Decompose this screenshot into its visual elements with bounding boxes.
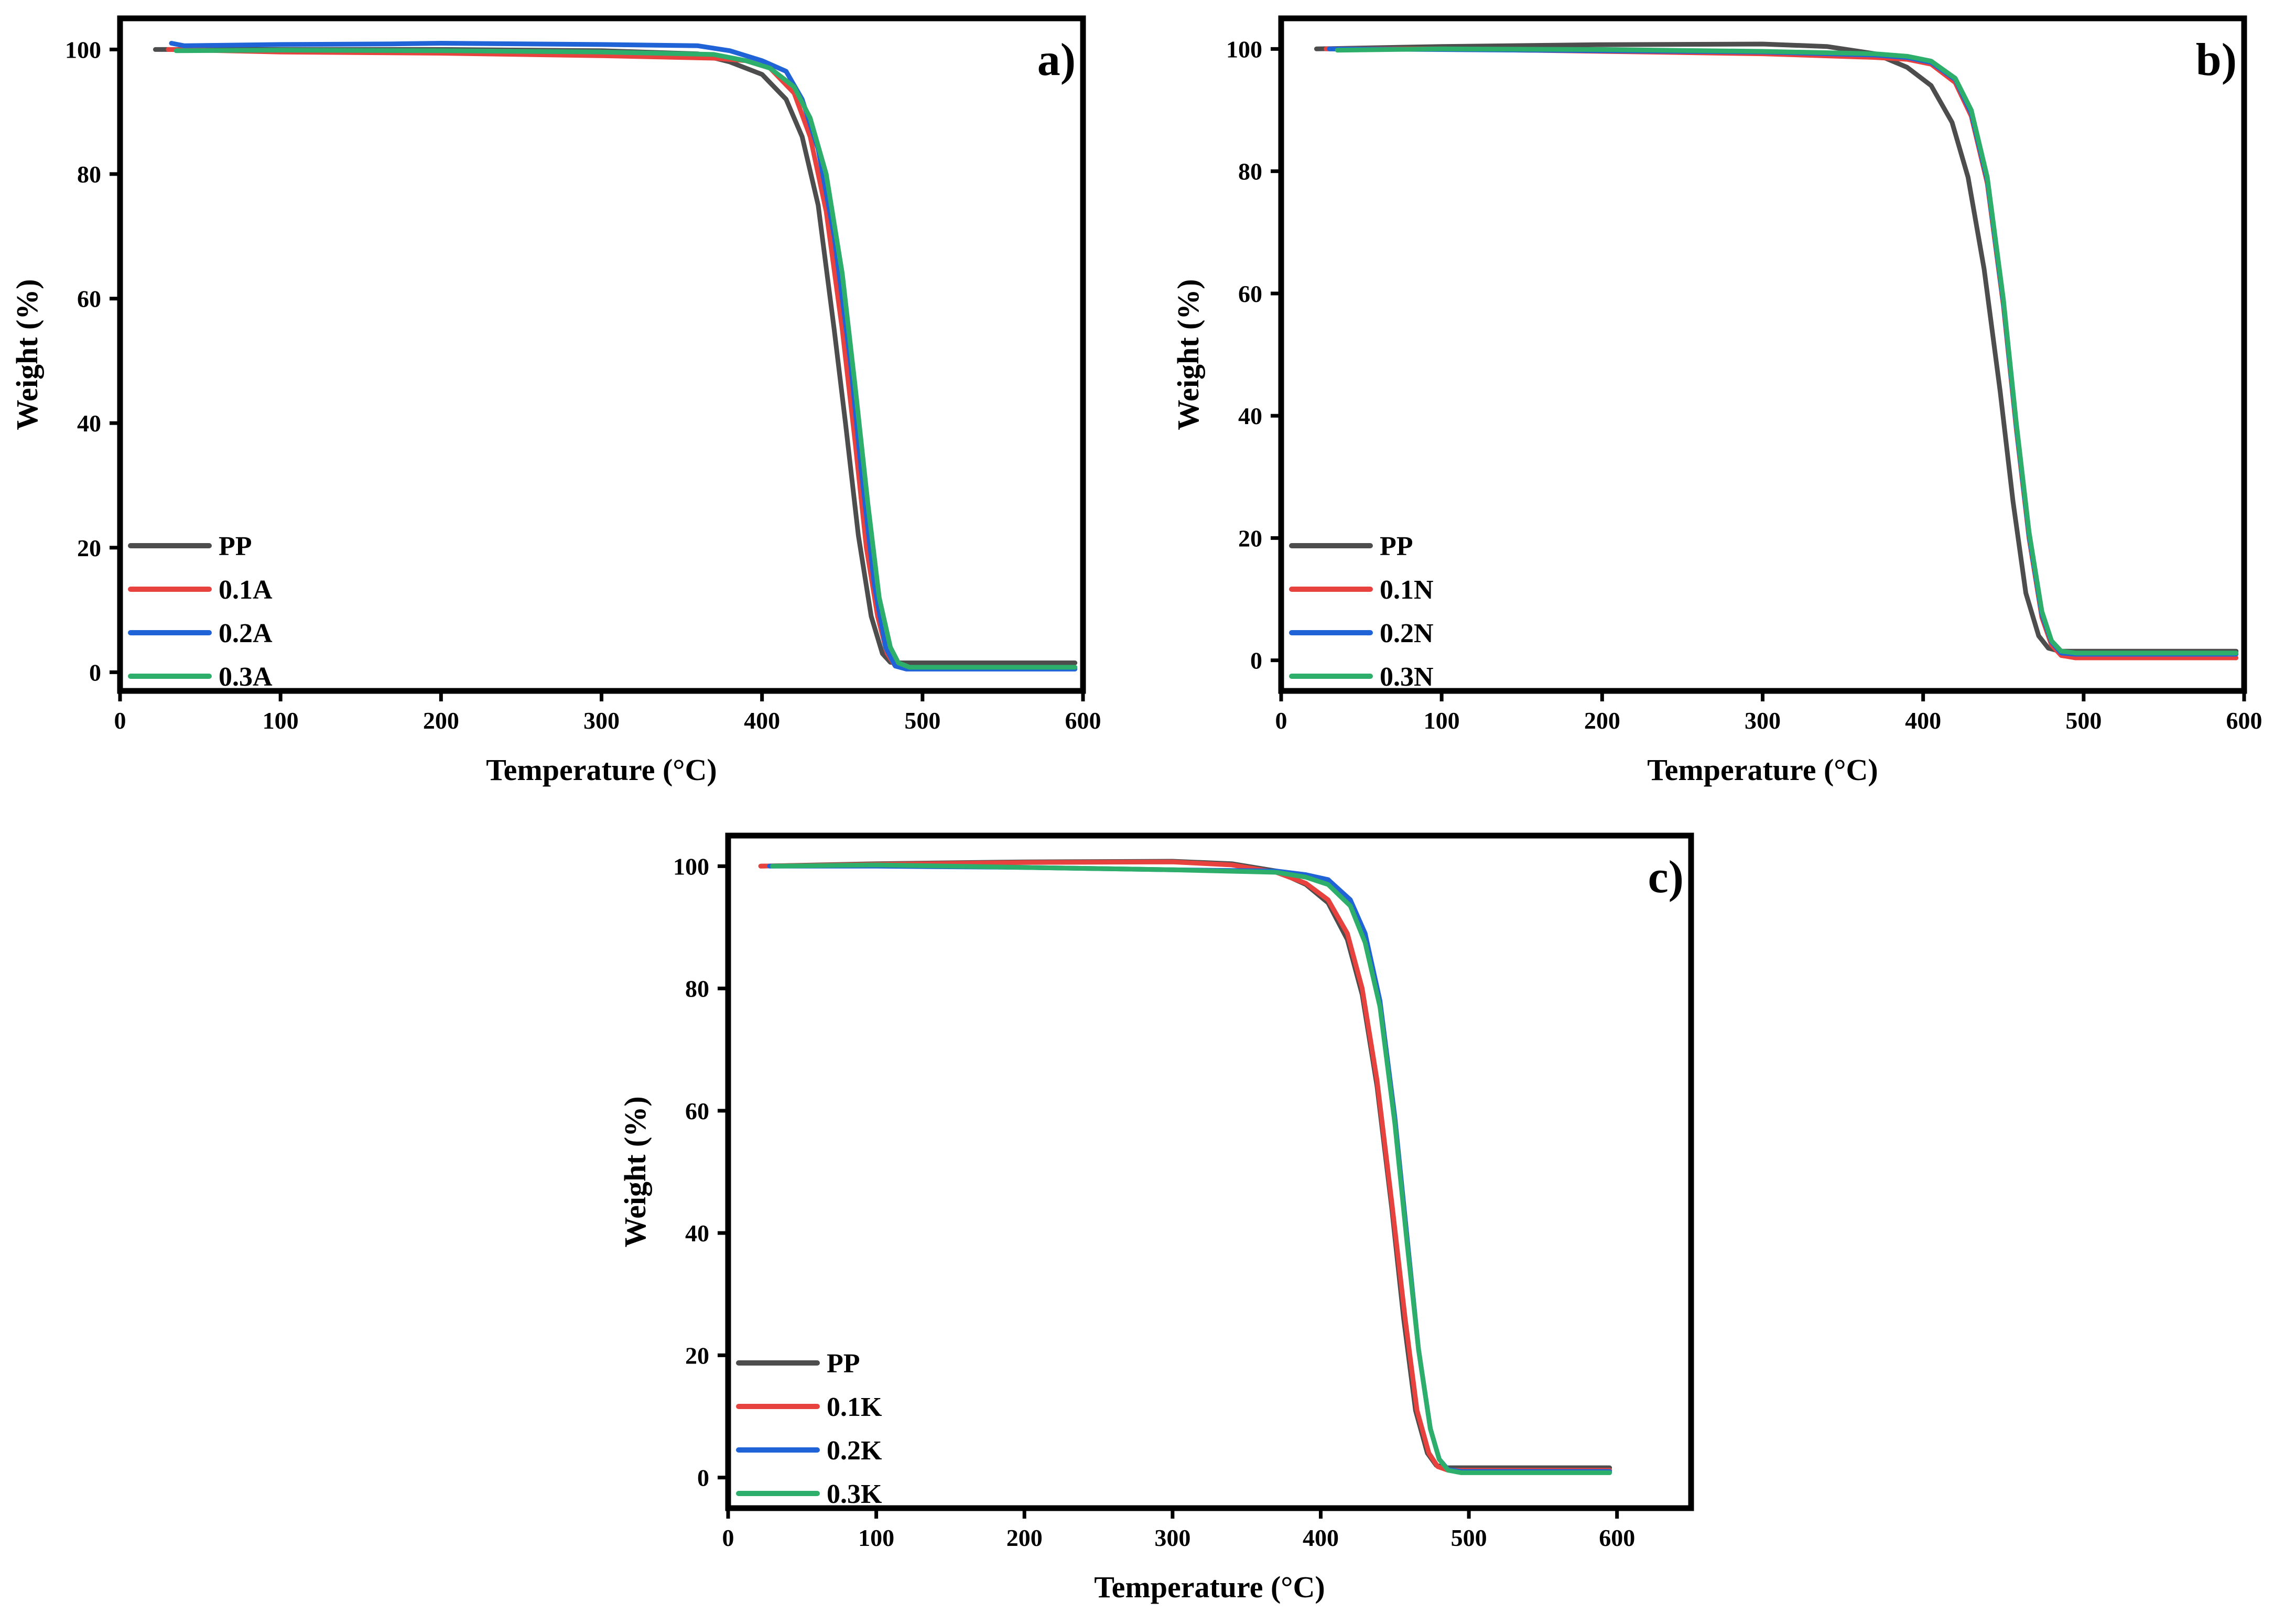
x-tick-label-600-c: 600 <box>1599 1524 1635 1551</box>
legend-label-pp-b: PP <box>1380 532 1413 561</box>
y-tick-label-100-b: 100 <box>1226 36 1262 62</box>
series-line-pp-b <box>1314 41 2239 654</box>
y-tick-label-40-b: 40 <box>1238 403 1262 429</box>
x-tick-label-100-a: 100 <box>263 707 299 734</box>
series-line-01k-c <box>758 859 1612 1473</box>
y-tick-label-40-a: 40 <box>77 410 101 437</box>
panel-label-b: b) <box>2196 35 2237 85</box>
plot-frame-c <box>725 832 1694 1511</box>
legend-label-pp-c: PP <box>827 1349 860 1379</box>
x-tick-label-500-c: 500 <box>1451 1524 1487 1551</box>
y-axis-label-a: Weight (%) <box>10 279 44 430</box>
x-tick-label-0-c: 0 <box>722 1524 734 1551</box>
x-tick-label-200-b: 200 <box>1584 707 1620 734</box>
x-tick-label-400-b: 400 <box>1905 707 1941 734</box>
x-axis-label-c: Temperature (°C) <box>1094 1570 1325 1604</box>
series-line-02a-a <box>169 41 1078 672</box>
legend-label-01k-c: 0.1K <box>827 1392 882 1422</box>
series-line-02k-c <box>767 863 1612 1474</box>
legend-label-02n-b: 0.2N <box>1380 619 1434 648</box>
series-line-01a-a <box>166 47 1078 671</box>
y-tick-label-60-c: 60 <box>685 1098 709 1124</box>
legend-b: PP 0.1N 0.2N 0.3N <box>1289 532 1434 692</box>
y-tick-label-40-c: 40 <box>685 1220 709 1247</box>
y-axis-label-b: Weight (%) <box>1171 279 1205 430</box>
x-axis-label-b: Temperature (°C) <box>1647 753 1878 787</box>
y-tick-label-20-c: 20 <box>685 1342 709 1369</box>
y-tick-label-60-b: 60 <box>1238 280 1262 307</box>
legend-label-03n-b: 0.3N <box>1380 662 1434 692</box>
y-tick-label-100-a: 100 <box>65 36 101 63</box>
legend-label-03a-a: 0.3A <box>219 662 273 692</box>
legend-label-01a-a: 0.1A <box>219 575 273 605</box>
chart-panel-c: 0 100 200 300 400 500 600 0 20 40 60 80 100 Temperatu… <box>618 832 1694 1604</box>
legend-a: PP 0.1A 0.2A 0.3A <box>128 532 273 692</box>
x-tick-label-600-a: 600 <box>1065 707 1101 734</box>
x-tick-label-400-a: 400 <box>744 707 780 734</box>
y-tick-label-0-a: 0 <box>89 659 101 686</box>
x-tick-label-100-c: 100 <box>858 1524 894 1551</box>
y-tick-label-80-c: 80 <box>685 976 709 1002</box>
series-line-01n-b <box>1324 46 2239 661</box>
y-axis-label-c: Weight (%) <box>618 1096 652 1247</box>
x-tick-label-300-a: 300 <box>583 707 620 734</box>
legend-label-pp-a: PP <box>219 532 252 561</box>
x-tick-label-600-b: 600 <box>2226 707 2262 734</box>
x-tick-label-500-a: 500 <box>904 707 940 734</box>
curves-a <box>153 41 1078 672</box>
y-tick-label-0-c: 0 <box>697 1465 709 1491</box>
x-tick-label-200-a: 200 <box>423 707 459 734</box>
y-tick-label-80-b: 80 <box>1238 158 1262 185</box>
x-tick-label-0-b: 0 <box>1275 707 1287 734</box>
legend-label-02a-a: 0.2A <box>219 619 273 648</box>
x-tick-label-100-b: 100 <box>1424 707 1460 734</box>
y-tick-label-60-a: 60 <box>77 286 101 312</box>
y-tick-label-100-c: 100 <box>673 853 709 880</box>
series-line-03k-c <box>770 862 1612 1475</box>
x-axis-label-a: Temperature (°C) <box>486 753 717 787</box>
series-line-03n-b <box>1335 46 2239 656</box>
chart-panel-a: 0 100 200 300 400 500 600 0 20 40 60 80 100 Temperatu… <box>10 15 1101 787</box>
y-tick-label-20-b: 20 <box>1238 525 1262 551</box>
x-tick-label-0-a: 0 <box>114 707 126 734</box>
curves-c <box>758 859 1612 1475</box>
curves-b <box>1314 41 2239 661</box>
legend-c: PP 0.1K 0.2K 0.3K <box>736 1349 882 1509</box>
series-line-03a-a <box>174 48 1078 670</box>
x-tick-label-300-c: 300 <box>1154 1524 1190 1551</box>
y-tick-label-0-b: 0 <box>1250 647 1262 674</box>
series-line-pp-a <box>153 47 1078 665</box>
x-tick-label-300-b: 300 <box>1745 707 1781 734</box>
panel-label-c: c) <box>1648 852 1684 903</box>
series-line-pp-c <box>758 859 1612 1470</box>
y-tick-label-20-a: 20 <box>77 535 101 561</box>
panel-label-a: a) <box>1037 35 1076 85</box>
x-tick-label-200-c: 200 <box>1006 1524 1043 1551</box>
series-line-02n-b <box>1327 46 2239 657</box>
y-tick-label-80-a: 80 <box>77 161 101 188</box>
legend-label-02k-c: 0.2K <box>827 1436 882 1466</box>
x-tick-label-400-c: 400 <box>1303 1524 1339 1551</box>
legend-label-01n-b: 0.1N <box>1380 575 1434 605</box>
legend-label-03k-c: 0.3K <box>827 1479 882 1509</box>
chart-panel-b: 0 100 200 300 400 500 600 0 20 40 60 80 100 Temperatu… <box>1171 15 2262 787</box>
x-tick-label-500-b: 500 <box>2065 707 2102 734</box>
